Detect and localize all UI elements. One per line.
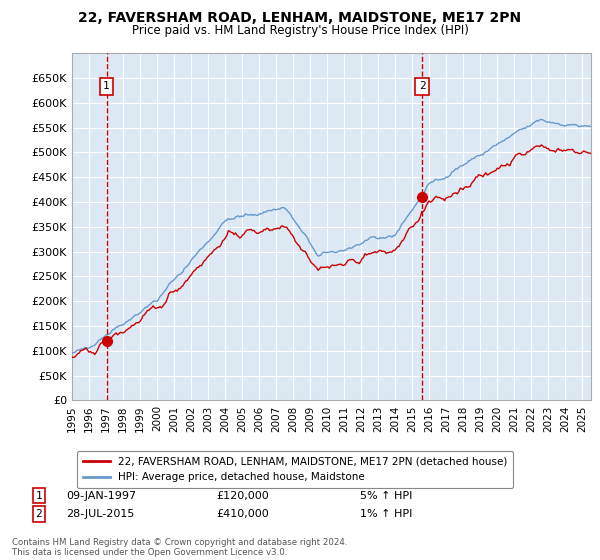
Text: 2: 2 <box>35 509 43 519</box>
Legend: 22, FAVERSHAM ROAD, LENHAM, MAIDSTONE, ME17 2PN (detached house), HPI: Average p: 22, FAVERSHAM ROAD, LENHAM, MAIDSTONE, M… <box>77 451 514 488</box>
Text: 22, FAVERSHAM ROAD, LENHAM, MAIDSTONE, ME17 2PN: 22, FAVERSHAM ROAD, LENHAM, MAIDSTONE, M… <box>79 11 521 25</box>
Text: £410,000: £410,000 <box>216 509 269 519</box>
Text: 28-JUL-2015: 28-JUL-2015 <box>66 509 134 519</box>
Text: 1% ↑ HPI: 1% ↑ HPI <box>360 509 412 519</box>
Text: £120,000: £120,000 <box>216 491 269 501</box>
Text: 2: 2 <box>419 81 425 91</box>
Text: Price paid vs. HM Land Registry's House Price Index (HPI): Price paid vs. HM Land Registry's House … <box>131 24 469 36</box>
Text: 1: 1 <box>35 491 43 501</box>
Text: Contains HM Land Registry data © Crown copyright and database right 2024.
This d: Contains HM Land Registry data © Crown c… <box>12 538 347 557</box>
Text: 09-JAN-1997: 09-JAN-1997 <box>66 491 136 501</box>
Text: 1: 1 <box>103 81 110 91</box>
Text: 5% ↑ HPI: 5% ↑ HPI <box>360 491 412 501</box>
